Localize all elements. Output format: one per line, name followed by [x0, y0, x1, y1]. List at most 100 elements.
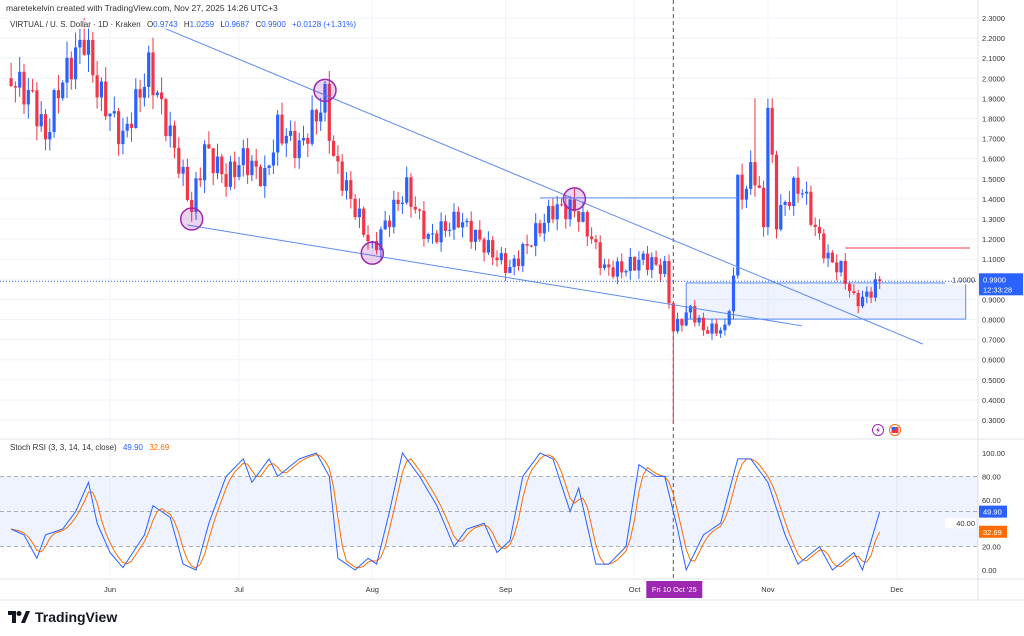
candle-body	[813, 224, 817, 227]
candle-body	[86, 39, 91, 55]
candle-body	[69, 57, 73, 80]
candle-body	[736, 174, 740, 276]
candle-body	[848, 283, 852, 292]
candle-body	[753, 162, 757, 186]
price-tick-label: 2.2000	[982, 34, 1005, 43]
candle-body	[301, 137, 306, 141]
candle-body	[418, 209, 422, 211]
candle-body	[387, 220, 392, 228]
candle-body	[168, 125, 172, 137]
lightning-event-icon[interactable]	[872, 424, 884, 436]
candle-body	[714, 323, 718, 334]
last-price-value: 0.9900	[983, 275, 1006, 284]
candle-body	[177, 147, 181, 174]
candle-body	[95, 75, 99, 98]
close-label: C	[255, 20, 262, 29]
candle-body	[203, 144, 207, 181]
candle-body	[134, 89, 138, 128]
candle-body	[26, 90, 30, 105]
candle-body	[645, 253, 650, 270]
candle-body	[663, 260, 667, 274]
candle-body	[263, 167, 267, 187]
open-value: 0.9743	[153, 20, 178, 29]
candle-body	[654, 257, 658, 265]
candle-body	[267, 165, 271, 168]
candle-body	[422, 210, 426, 239]
change-value: +0.0128 (+1.31%)	[292, 20, 357, 29]
price-tick-label: 1.0000	[952, 275, 975, 284]
tradingview-logo[interactable]: TradingView	[8, 609, 117, 625]
rsi-tick-label: 20.00	[982, 543, 1001, 552]
candle-body	[486, 240, 490, 253]
time-tick-label: Aug	[366, 585, 379, 594]
candle-body	[856, 293, 860, 307]
candle-body	[710, 323, 714, 334]
candle-body	[671, 303, 675, 332]
stoch-rsi-k-value: 49.90	[122, 443, 143, 452]
price-tick-label: 1.8000	[982, 115, 1005, 124]
candle-body	[13, 86, 17, 88]
candle-body	[521, 244, 525, 267]
candle-body	[194, 178, 198, 212]
candle-body	[805, 191, 809, 194]
candle-body	[147, 52, 151, 87]
candle-body	[297, 140, 301, 159]
candle-body	[435, 233, 439, 243]
candle-body	[456, 211, 460, 228]
us-flag-event-icon[interactable]	[889, 424, 901, 436]
candle-body	[873, 279, 877, 298]
symbol-name[interactable]: VIRTUAL / U. S. Dollar · 1D · Kraken	[10, 20, 141, 29]
price-tick-label: 0.8000	[982, 316, 1005, 325]
candle-body	[551, 205, 555, 220]
candle-body	[594, 239, 598, 243]
price-tick-label: 2.0000	[982, 74, 1005, 83]
candle-body	[676, 318, 680, 332]
candle-body	[306, 137, 310, 144]
candle-body	[538, 223, 542, 234]
candle-body	[762, 187, 766, 228]
candle-body	[598, 242, 602, 268]
candle-body	[379, 229, 383, 251]
candle-body	[289, 130, 293, 136]
candle-body	[835, 262, 839, 273]
stoch-rsi-k-tag	[979, 505, 1007, 518]
price-tick-label: 1.2000	[982, 235, 1005, 244]
candle-body	[198, 178, 202, 181]
price-tick-label: 0.5000	[982, 376, 1005, 385]
candle-body	[443, 221, 447, 231]
candle-body	[357, 208, 361, 218]
last-price-tag	[979, 273, 1023, 296]
candle-body	[615, 261, 619, 277]
candle-body	[117, 111, 121, 145]
time-tick-label: Jul	[234, 585, 244, 594]
price-tick-label: 2.1000	[982, 54, 1005, 63]
candle-body	[366, 234, 370, 242]
flag-canton	[891, 427, 895, 430]
stoch-rsi-legend[interactable]: Stoch RSI (3, 3, 14, 14, close) 49.90 32…	[10, 443, 169, 452]
candle-body	[641, 253, 645, 260]
candle-body	[633, 256, 637, 271]
candle-body	[800, 193, 804, 195]
candle-body	[52, 90, 56, 132]
candle-body	[400, 202, 404, 205]
candle-body	[839, 260, 843, 273]
candle-body	[590, 236, 594, 240]
candle-body	[78, 39, 82, 48]
candle-body	[375, 241, 379, 251]
candle-body	[585, 212, 589, 237]
candle-body	[680, 318, 684, 326]
price-tick-label: 1.6000	[982, 155, 1005, 164]
candle-body	[293, 130, 297, 159]
candle-body	[843, 260, 847, 284]
candle-body	[852, 291, 856, 294]
candle-body	[383, 220, 387, 230]
price-tick-label: 1.3000	[982, 215, 1005, 224]
rsi-tick-label: 100.00	[982, 449, 1005, 458]
rsi-tick-label: 40.00	[956, 519, 975, 528]
price-tick-label: 1.7000	[982, 135, 1005, 144]
candle-body	[719, 330, 723, 334]
candle-body	[310, 109, 314, 144]
candle-body	[628, 256, 632, 272]
candle-body	[637, 259, 641, 271]
